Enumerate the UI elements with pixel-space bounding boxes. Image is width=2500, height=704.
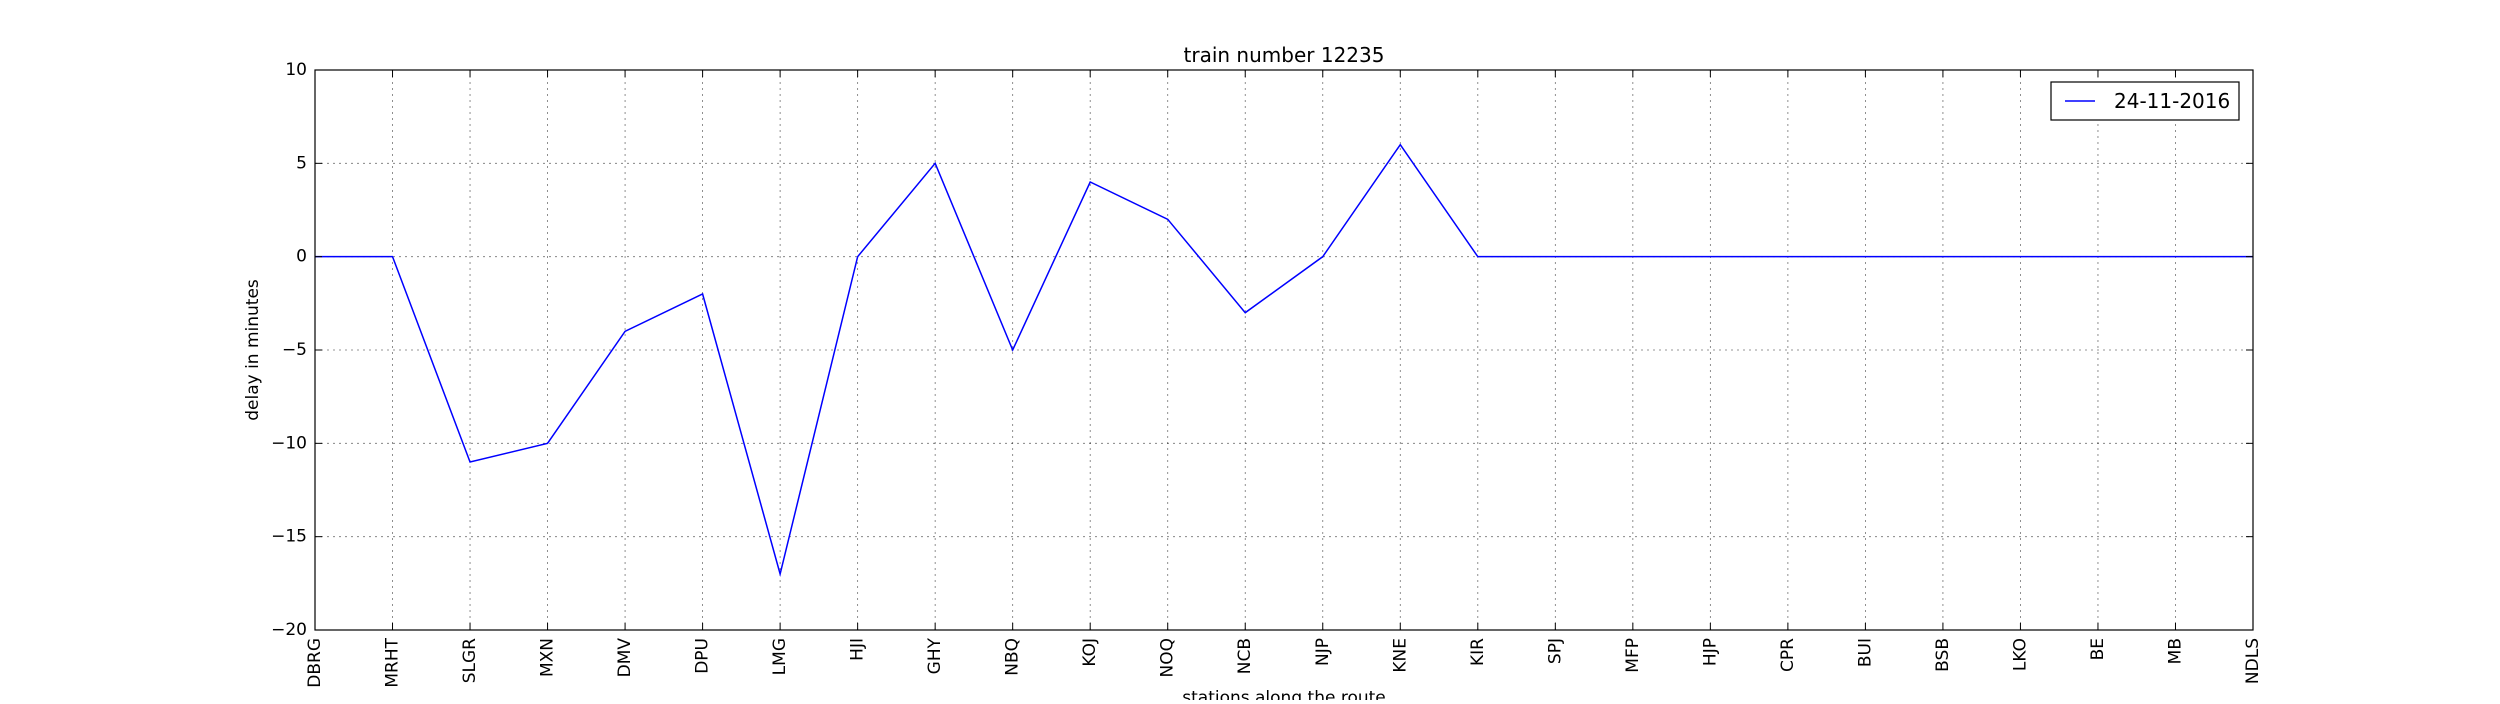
x-tick-label: HJP xyxy=(1700,638,1720,666)
x-tick-label: DPU xyxy=(693,638,713,674)
x-tick-label: NDLS xyxy=(2243,638,2263,684)
x-tick-label: SPJ xyxy=(1545,638,1565,664)
y-tick-label: −5 xyxy=(282,340,307,360)
x-tick-label: NOQ xyxy=(1158,638,1178,677)
x-tick-label: DBRG xyxy=(305,638,325,688)
y-tick-label: 10 xyxy=(285,60,307,80)
x-tick-label: NJP xyxy=(1313,638,1333,666)
series-layer xyxy=(315,143,2253,577)
x-tick-label: DMV xyxy=(615,638,635,678)
y-tick-label: −20 xyxy=(271,620,307,640)
x-axis-label: stations along the route xyxy=(1182,688,1386,700)
y-tick-label: 0 xyxy=(296,247,307,267)
y-tick-label: −10 xyxy=(271,433,307,453)
series-line-1 xyxy=(315,143,2253,577)
x-tick-label: MRHT xyxy=(383,637,403,687)
x-tick-label: KNE xyxy=(1390,638,1410,673)
y-tick-label: −15 xyxy=(271,527,307,547)
x-tick-label: LKO xyxy=(2010,638,2030,671)
x-tick-label: GHY xyxy=(925,637,945,674)
x-tick-label: KOJ xyxy=(1080,638,1100,667)
axis-ticks xyxy=(314,69,2254,631)
x-tick-label: BE xyxy=(2088,638,2108,660)
x-tick-label: NBQ xyxy=(1003,638,1023,676)
x-tick-label: NCB xyxy=(1235,638,1255,674)
x-tick-label: SLGR xyxy=(460,638,480,683)
grid-lines xyxy=(314,70,2254,630)
x-tick-label: LMG xyxy=(770,638,790,675)
y-tick-label: 5 xyxy=(296,153,307,173)
x-tick-label: MFP xyxy=(1623,638,1643,673)
x-tick-label: BUI xyxy=(1855,638,1875,667)
x-tick-labels: DBRG MRHT SLGR MXN DMV DPU LMG HJI GHY NBQ KOJ NOQ N… xyxy=(305,637,2263,687)
x-tick-label: MB xyxy=(2165,638,2185,664)
x-tick-label: MXN xyxy=(538,638,558,677)
y-axis-label: delay in minutes xyxy=(243,279,263,421)
chart-title: train number 12235 xyxy=(1184,43,1385,67)
legend: 24-11-2016 xyxy=(2050,81,2240,121)
x-tick-label: KIR xyxy=(1468,638,1488,666)
legend-label-series-1: 24-11-2016 xyxy=(2114,89,2230,113)
x-tick-label: HJI xyxy=(848,638,868,661)
x-tick-label: CPR xyxy=(1778,638,1798,672)
x-tick-label: BSB xyxy=(1933,638,1953,672)
plot-frame xyxy=(314,69,2254,631)
y-tick-labels: −20 −15 −10 −5 0 5 10 xyxy=(271,60,307,640)
